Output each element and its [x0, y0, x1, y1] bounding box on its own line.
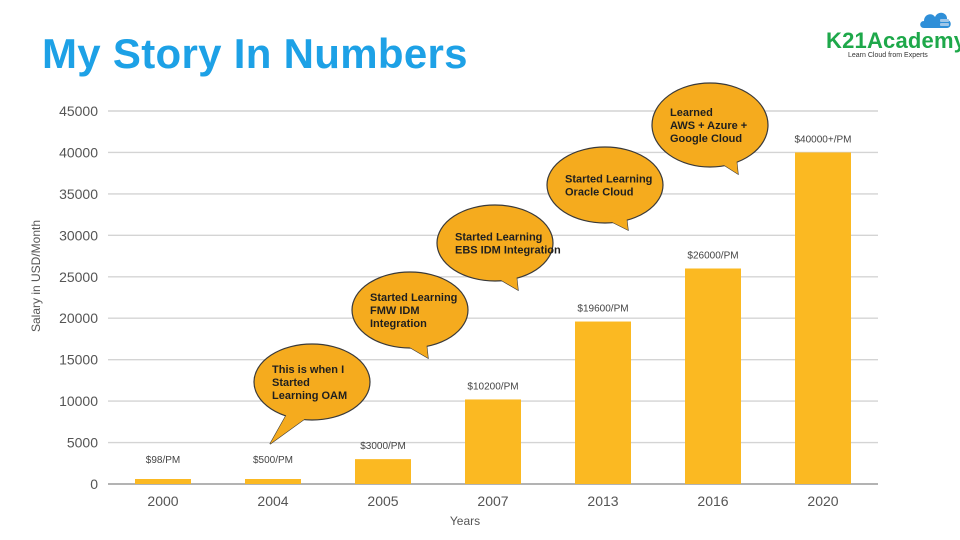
y-tick-label: 5000	[67, 435, 98, 451]
x-tick-label: 2004	[257, 493, 288, 509]
data-label: $3000/PM	[360, 441, 406, 452]
y-axis-label: Salary in USD/Month	[29, 219, 43, 333]
y-tick-label: 35000	[59, 186, 98, 202]
callout-text: Started Learning	[370, 292, 457, 304]
callout-tail-fill	[404, 340, 428, 358]
y-tick-label: 40000	[59, 144, 98, 160]
callout-bubble	[651, 82, 769, 168]
callout-bubble	[351, 271, 469, 349]
callout-tail-fill	[494, 272, 518, 290]
y-tick-label: 30000	[59, 227, 98, 243]
y-tick-label: 20000	[59, 310, 98, 326]
bar-2007	[465, 399, 521, 484]
callout-text: Started Learning	[455, 232, 542, 244]
x-tick-label: 2007	[477, 493, 508, 509]
callout-bubble	[436, 204, 554, 282]
logo-name: K21Academy	[826, 28, 960, 53]
data-label: $19600/PM	[577, 304, 628, 315]
y-tick-label: 25000	[59, 269, 98, 285]
k21academy-logo: K21Academy Learn Cloud from Experts	[826, 8, 960, 62]
callout-text: Started Learning	[565, 174, 652, 186]
callout-text: Learned	[670, 107, 713, 119]
x-tick-label: 2000	[147, 493, 178, 509]
bar-2016	[685, 268, 741, 484]
callout-bubble	[253, 343, 371, 421]
callout-text: This is when I	[272, 364, 344, 376]
callout-text: Google Cloud	[670, 133, 742, 145]
callout-bubble	[546, 146, 664, 224]
bar-2020	[795, 152, 851, 484]
x-tick-label: 2005	[367, 493, 398, 509]
callout-text: EBS IDM Integration	[455, 245, 561, 257]
y-tick-label: 0	[90, 476, 98, 492]
bar-2004	[245, 479, 301, 484]
data-label: $40000+/PM	[795, 134, 852, 145]
y-tick-label: 10000	[59, 393, 98, 409]
callout-tail-fill	[270, 412, 306, 444]
data-label: $500/PM	[253, 455, 293, 466]
page-title: My Story In Numbers	[42, 30, 468, 77]
callout-text: Oracle Cloud	[565, 187, 633, 199]
y-tick-label: 15000	[59, 352, 98, 368]
x-tick-label: 2020	[807, 493, 838, 509]
callout-text: Started	[272, 377, 310, 389]
data-label: $10200/PM	[467, 381, 518, 392]
bar-2005	[355, 459, 411, 484]
callout-text: Integration	[370, 318, 427, 330]
logo-tagline: Learn Cloud from Experts	[848, 52, 928, 59]
y-tick-label: 45000	[59, 103, 98, 119]
data-label: $98/PM	[146, 455, 180, 466]
x-axis-label: Years	[449, 514, 481, 528]
cloud-logo-icon	[920, 12, 951, 28]
callout-tail-fill	[716, 156, 738, 174]
callout-text: FMW IDM	[370, 305, 419, 317]
callout-text: AWS + Azure +	[670, 120, 747, 132]
callout-tail-fill	[604, 214, 628, 230]
x-tick-label: 2013	[587, 493, 618, 509]
x-tick-label: 2016	[697, 493, 728, 509]
data-label: $26000/PM	[687, 250, 738, 261]
bar-2000	[135, 479, 191, 484]
callout-text: Learning OAM	[272, 390, 347, 402]
bar-2013	[575, 321, 631, 484]
